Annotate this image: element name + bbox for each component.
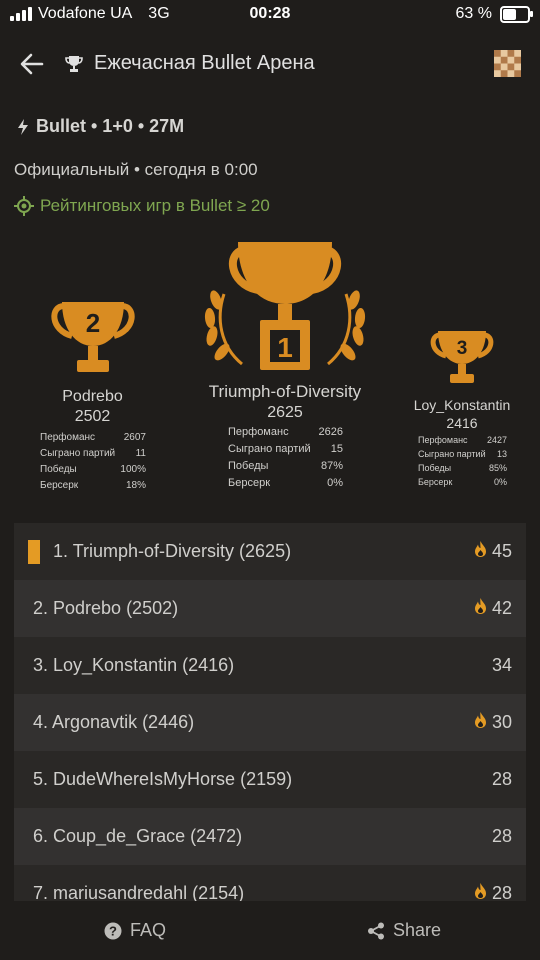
podium-first[interactable]: Triumph-of-Diversity 2625 [180,382,390,422]
share-icon [368,922,384,939]
faq-label: FAQ [130,920,167,940]
target-icon [14,196,34,216]
share-label: Share [393,920,442,940]
podium-first-stats: Перфоманс 2626 Сыграно партий 15 Победы 87%… [228,426,343,494]
rank-3-label: 3 [457,338,468,359]
table-row[interactable]: 6. Coup_de_Grace (2472) 28 [14,808,526,865]
player-label: 7. mariusandredahl (2154) [33,883,245,901]
player-name: Triumph-of-Diversity [208,382,362,401]
battery-icon [500,5,533,23]
player-label: 1. Triumph-of-Diversity (2625) [53,541,292,561]
bottom-bar: ? FAQ Share [0,902,540,960]
podium-third[interactable]: Loy_Konstantin 2416 [398,397,526,431]
trophy-icon [65,56,83,72]
berserk-fire-icon [474,598,486,614]
tournament-format: Bullet • 1+0 • 27M [16,116,184,137]
back-arrow-icon[interactable] [18,50,46,78]
share-button[interactable]: Share [367,920,441,941]
player-label: 4. Argonavtik (2446) [33,712,195,732]
stat-row: Сыграно партий 11 [40,448,146,459]
faq-button[interactable]: ? FAQ [104,920,166,941]
stat-row: Перфоманс 2626 [228,426,343,438]
rank-2-label: 2 [86,308,100,338]
table-row[interactable]: 3. Loy_Konstantin (2416) 34 [14,637,526,694]
podium-third-stats: Перфоманс 2427 Сыграно партий 13 Победы 85%… [418,435,507,491]
podium-second[interactable]: Podrebo 2502 [20,388,165,426]
question-circle-icon: ? [104,922,122,939]
table-row[interactable]: 7. mariusandredahl (2154) 28 [14,865,526,901]
svg-text:?: ? [109,923,117,938]
entry-condition: Рейтинговых игр в Bullet ≥ 20 [14,196,270,216]
stat-row: Победы 100% [40,464,146,475]
network-type: 3G [148,5,170,22]
stat-row: Сыграно партий 13 [418,449,507,459]
clock: 00:28 [249,5,291,22]
tournament-schedule: Официальный • сегодня в 0:00 [14,160,258,179]
status-bar: Vodafone UA 3G 00:28 63 % [0,0,540,30]
lightning-icon [18,118,28,135]
rank-1-label: 1 [277,332,293,363]
player-score: 28 [491,769,512,789]
stat-row: Победы 85% [418,463,507,473]
carrier: Vodafone UA [38,5,133,22]
player-rating: 2416 [446,415,478,431]
table-row[interactable]: 5. DudeWhereIsMyHorse (2159) 28 [14,751,526,808]
berserk-fire-icon [474,883,486,899]
table-row[interactable]: 2. Podrebo (2502) 42 [14,580,526,637]
berserk-fire-icon [474,541,486,557]
page-title: Ежечасная Bullet Арена [94,52,315,74]
player-label: 5. DudeWhereIsMyHorse (2159) [33,769,293,789]
player-rating: 2625 [267,404,303,421]
signal-icon [10,7,32,21]
stat-row: Победы 87% [228,460,343,472]
player-name: Loy_Konstantin [413,397,511,413]
stat-row: Сыграно партий 15 [228,443,343,455]
standings-list[interactable]: 1. Triumph-of-Diversity (2625) 45 2. Pod… [14,523,526,901]
app-header: Ежечасная Bullet Арена [0,38,540,90]
format-label: Bullet • 1+0 • 27M [36,116,185,136]
battery-percent: 63 % [455,5,492,22]
stat-row: Берсерк 18% [40,480,146,491]
player-label: 6. Coup_de_Grace (2472) [33,826,243,846]
trophy-first-icon: 1 [204,242,366,370]
trophy-second-icon: 2 [51,302,135,372]
stat-row: Берсерк 0% [418,477,507,487]
player-score: 28 [491,826,512,846]
table-row[interactable]: 1. Triumph-of-Diversity (2625) 45 [14,523,526,580]
player-label: 3. Loy_Konstantin (2416) [33,655,235,675]
stat-row: Берсерк 0% [228,477,343,489]
player-label: 2. Podrebo (2502) [33,598,179,618]
leader-marker [28,540,40,564]
stat-row: Перфоманс 2607 [40,432,146,443]
player-score: 42 [473,597,512,620]
table-row[interactable]: 4. Argonavtik (2446) 30 [14,694,526,751]
stat-row: Перфоманс 2427 [418,435,507,445]
player-score: 30 [473,711,512,734]
chessboard-icon[interactable] [494,50,521,77]
player-score: 28 [473,882,512,901]
player-score: 45 [473,540,512,563]
player-rating: 2502 [74,408,111,425]
player-score: 34 [491,655,512,675]
trophy-third-icon: 3 [430,331,494,383]
podium-second-stats: Перфоманс 2607 Сыграно партий 11 Победы 100… [40,432,146,496]
player-name: Podrebo [62,388,123,405]
berserk-fire-icon [474,712,486,728]
condition-label: Рейтинговых игр в Bullet ≥ 20 [40,196,270,215]
